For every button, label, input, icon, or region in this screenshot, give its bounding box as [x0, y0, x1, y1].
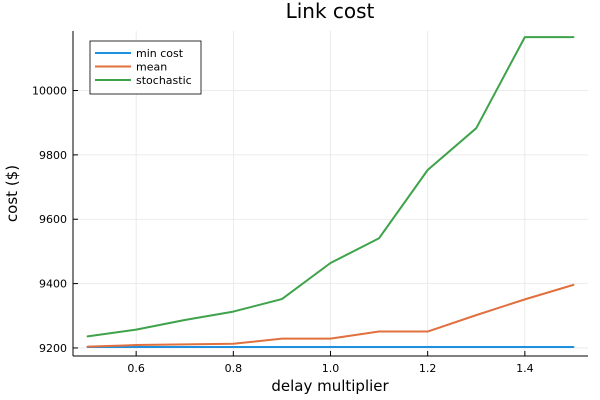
- y-axis-label: cost ($): [3, 165, 21, 222]
- chart-title: Link cost: [286, 0, 375, 23]
- legend-label-stochastic: stochastic: [136, 74, 192, 87]
- x-tick-label: 0.8: [225, 362, 243, 375]
- series-line-mean: [86, 283, 575, 348]
- y-tick-label: 9800: [39, 149, 67, 162]
- legend-label-min-cost: min cost: [136, 47, 184, 60]
- x-ticks: 0.6 0.8 1.0 1.2 1.4: [127, 351, 534, 375]
- x-axis-label: delay multiplier: [271, 377, 389, 395]
- y-tick-label: 10000: [32, 85, 67, 98]
- x-tick-label: 1.2: [419, 362, 437, 375]
- x-tick-label: 1.4: [516, 362, 534, 375]
- series-lines: [86, 36, 575, 348]
- y-tick-label: 9600: [39, 213, 67, 226]
- legend-label-mean: mean: [136, 61, 167, 74]
- y-ticks: 9200 9400 9600 9800 10000: [32, 85, 78, 355]
- y-tick-label: 9400: [39, 278, 67, 291]
- y-tick-label: 9200: [39, 342, 67, 355]
- x-tick-label: 1.0: [322, 362, 340, 375]
- x-tick-label: 0.6: [127, 362, 145, 375]
- series-line-stochastic: [86, 36, 575, 338]
